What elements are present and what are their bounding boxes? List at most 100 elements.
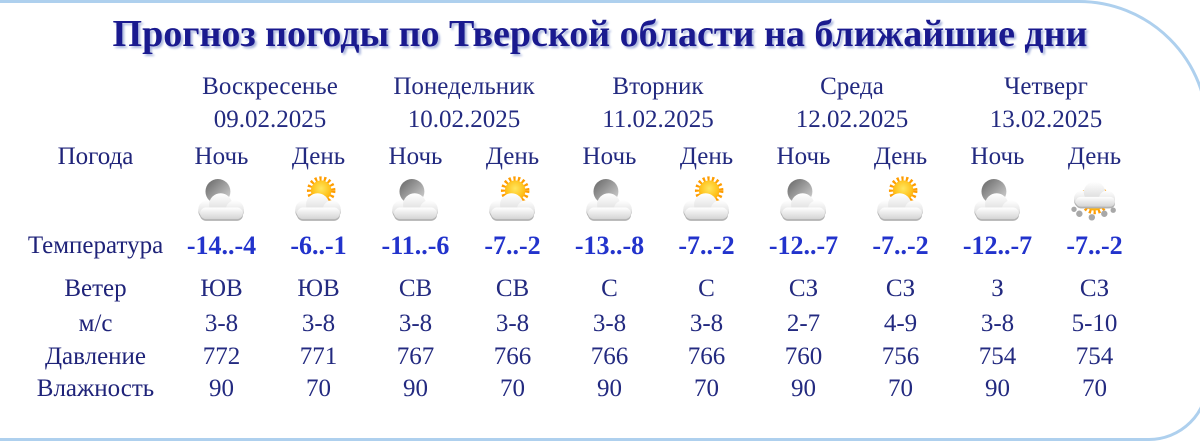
period-header: Ночь <box>194 143 249 170</box>
pressure-value: 754 <box>1075 343 1114 370</box>
temperature-value: -13..-8 <box>574 231 645 260</box>
spacer <box>18 177 173 222</box>
moon-behind-cloud-icon <box>387 176 444 223</box>
moon-behind-cloud-icon <box>969 176 1026 223</box>
temperature-value: -7..-2 <box>1066 231 1123 260</box>
pressure-value: 771 <box>299 343 338 370</box>
temperature-value: -7..-2 <box>872 231 929 260</box>
sun-behind-cloud-snow-icon <box>1066 176 1123 223</box>
weather-cell <box>561 177 658 222</box>
pressure-value: 754 <box>978 343 1017 370</box>
humidity-value: 90 <box>209 375 234 402</box>
wind-direction-value: СВ <box>398 274 433 302</box>
wind-speed-value: 4-9 <box>883 309 918 337</box>
day-date: 13.02.2025 <box>989 106 1103 133</box>
humidity-value: 90 <box>597 375 622 402</box>
wind-direction-value: СЗ <box>788 274 819 302</box>
period-header: Ночь <box>970 143 1025 170</box>
sun-behind-cloud-icon <box>484 176 541 223</box>
row-label-wind-unit: м/с <box>78 309 113 337</box>
weather-cell <box>367 177 464 222</box>
sun-behind-cloud-icon <box>290 176 347 223</box>
row-label-temperature: Температура <box>27 232 164 259</box>
wind-speed-value: 3-8 <box>592 309 627 337</box>
moon-behind-cloud-icon <box>775 176 832 223</box>
day-header-wednesday: Среда <box>820 72 884 100</box>
wind-direction-value: ЮВ <box>297 274 340 302</box>
temperature-value: -7..-2 <box>678 231 735 260</box>
wind-direction-value: СЗ <box>885 274 916 302</box>
moon-behind-cloud-icon <box>581 176 638 223</box>
period-header: День <box>291 143 346 170</box>
moon-behind-cloud-icon <box>193 176 250 223</box>
day-header-monday: Понедельник <box>393 72 535 100</box>
spacer <box>18 103 173 137</box>
day-header-thursday: Четверг <box>1004 72 1088 100</box>
pressure-value: 766 <box>493 343 532 370</box>
wind-speed-value: 3-8 <box>980 309 1015 337</box>
pressure-value: 766 <box>687 343 726 370</box>
humidity-value: 70 <box>1082 375 1107 402</box>
day-date: 10.02.2025 <box>407 106 521 133</box>
row-label-weather: Погода <box>57 143 134 170</box>
period-header: День <box>485 143 540 170</box>
period-header: День <box>1067 143 1122 170</box>
wind-direction-value: СЗ <box>1079 274 1110 302</box>
humidity-value: 90 <box>403 375 428 402</box>
wind-speed-value: 3-8 <box>689 309 724 337</box>
temperature-value: -7..-2 <box>484 231 541 260</box>
wind-speed-value: 3-8 <box>495 309 530 337</box>
period-header: Ночь <box>776 143 831 170</box>
row-label-pressure: Давление <box>44 343 147 370</box>
sun-behind-cloud-icon <box>678 176 735 223</box>
pressure-value: 766 <box>590 343 629 370</box>
temperature-value: -12..-7 <box>768 231 839 260</box>
weather-cell <box>658 177 755 222</box>
weather-cell <box>173 177 270 222</box>
wind-direction-value: С <box>698 274 715 302</box>
weather-cell <box>949 177 1046 222</box>
humidity-value: 90 <box>791 375 816 402</box>
wind-speed-value: 3-8 <box>398 309 433 337</box>
day-header-tuesday: Вторник <box>612 72 704 100</box>
day-header-sunday: Воскресенье <box>202 72 338 100</box>
page-title: Прогноз погоды по Тверской области на бл… <box>112 13 1088 55</box>
wind-direction-value: С <box>601 274 618 302</box>
wind-direction-value: ЮВ <box>200 274 243 302</box>
wind-speed-value: 3-8 <box>204 309 239 337</box>
wind-direction-value: СВ <box>495 274 530 302</box>
day-date: 12.02.2025 <box>795 106 909 133</box>
wind-speed-value: 5-10 <box>1071 309 1118 337</box>
corner-spacer <box>18 70 173 103</box>
temperature-value: -12..-7 <box>962 231 1033 260</box>
pressure-value: 760 <box>784 343 823 370</box>
pressure-value: 772 <box>202 343 241 370</box>
weather-cell <box>270 177 367 222</box>
temperature-value: -11..-6 <box>381 231 450 260</box>
wind-speed-value: 3-8 <box>301 309 336 337</box>
humidity-value: 70 <box>888 375 913 402</box>
weather-cell <box>852 177 949 222</box>
period-header: День <box>873 143 928 170</box>
pressure-value: 756 <box>881 343 920 370</box>
period-header: День <box>679 143 734 170</box>
day-date: 09.02.2025 <box>213 106 327 133</box>
period-header: Ночь <box>582 143 637 170</box>
temperature-value: -14..-4 <box>186 231 257 260</box>
day-date: 11.02.2025 <box>602 106 714 133</box>
weather-cell <box>464 177 561 222</box>
pressure-value: 767 <box>396 343 435 370</box>
humidity-value: 70 <box>694 375 719 402</box>
row-label-humidity: Влажность <box>36 375 155 402</box>
humidity-value: 90 <box>985 375 1010 402</box>
period-header: Ночь <box>388 143 443 170</box>
weather-cell <box>755 177 852 222</box>
weather-cell <box>1046 177 1143 222</box>
temperature-value: -6..-1 <box>290 231 347 260</box>
wind-speed-value: 2-7 <box>786 309 821 337</box>
forecast-table: Воскресенье Понедельник Вторник Среда Че… <box>18 70 1200 404</box>
humidity-value: 70 <box>500 375 525 402</box>
wind-direction-value: З <box>991 274 1004 302</box>
humidity-value: 70 <box>306 375 331 402</box>
sun-behind-cloud-icon <box>872 176 929 223</box>
